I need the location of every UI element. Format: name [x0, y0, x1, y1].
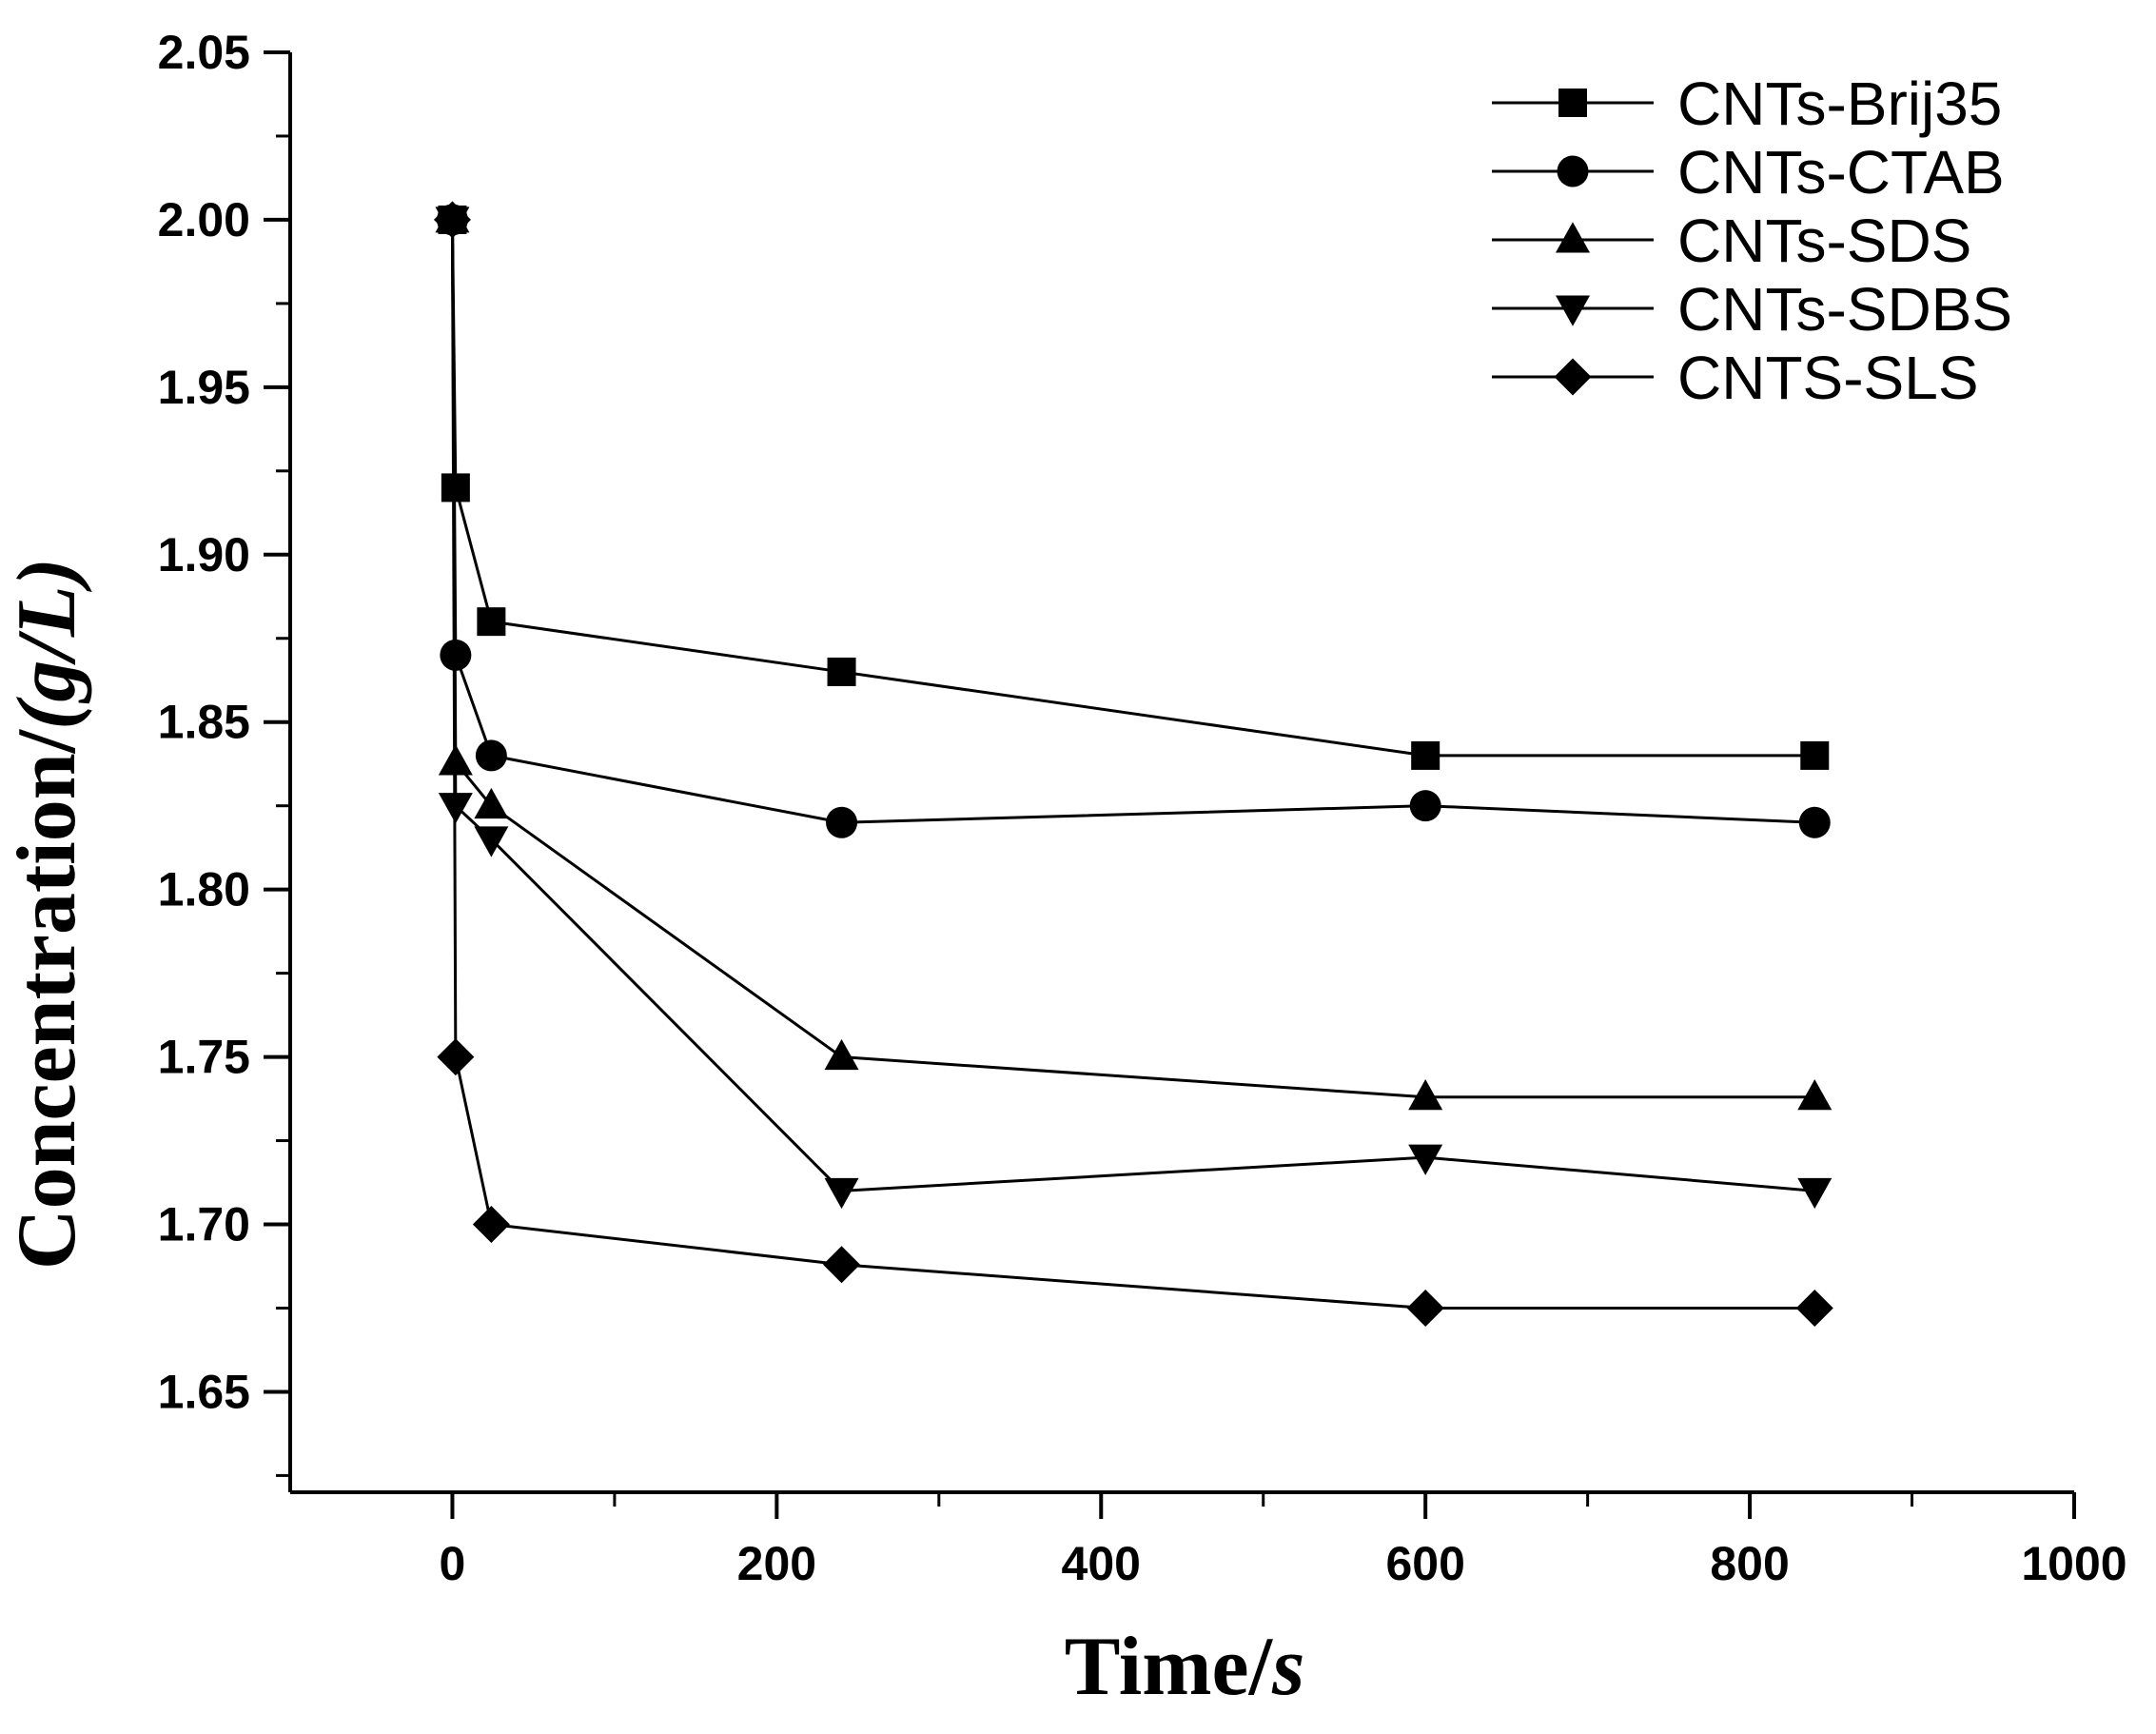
x-tick-label: 400	[1062, 1537, 1141, 1590]
data-point-cnts-brij35	[1800, 740, 1830, 770]
data-point-cnts-brij35	[1411, 740, 1441, 770]
data-point-cnts-ctab	[1409, 790, 1441, 822]
x-tick-label: 800	[1710, 1537, 1789, 1590]
data-point-cnts-sdbs	[1408, 1144, 1443, 1175]
legend-entry-cnts-brij35: CNTs-Brij35	[1492, 69, 2002, 138]
legend-label: CNTs-CTAB	[1677, 138, 2005, 207]
data-point-cnts-sls	[1795, 1289, 1833, 1327]
data-point-cnts-sdbs	[1797, 1177, 1833, 1210]
data-point-cnts-sls	[472, 1206, 510, 1244]
series-cnts-sds	[435, 202, 1833, 1111]
series-line-cnts-sds	[450, 219, 1815, 1099]
y-tick-label: 1.85	[158, 696, 250, 749]
data-point-cnts-ctab	[475, 739, 507, 772]
series-line-cnts-sls	[450, 219, 1815, 1310]
x-axis-title: Time/s	[1065, 1621, 1305, 1713]
legend-label: CNTS-SLS	[1677, 344, 1979, 412]
y-tick-label: 1.90	[158, 528, 250, 581]
y-tick-label: 1.70	[158, 1198, 250, 1251]
y-tick-label: 1.65	[158, 1365, 250, 1418]
legend-entry-cnts-sds: CNTs-SDS	[1492, 207, 1971, 275]
data-point-cnts-sds	[474, 787, 509, 819]
series-cnts-sdbs	[435, 207, 1833, 1210]
data-point-cnts-sls	[1406, 1289, 1444, 1327]
legend-marker	[1556, 295, 1590, 326]
series-line-cnts-ctab	[450, 219, 1815, 824]
x-tick-label: 0	[440, 1537, 466, 1590]
data-point-cnts-brij35	[477, 607, 506, 637]
legend-label: CNTs-SDBS	[1677, 275, 2012, 344]
legend-marker	[1557, 155, 1589, 187]
series-cnts-sls	[433, 201, 1833, 1327]
data-point-cnts-ctab	[826, 806, 858, 838]
y-tick-label: 1.80	[158, 863, 250, 916]
data-point-cnts-sdbs	[824, 1177, 859, 1210]
data-point-cnts-brij35	[827, 657, 856, 686]
legend-label: CNTs-SDS	[1677, 207, 1971, 275]
legend-entry-cnts-sdbs: CNTs-SDBS	[1492, 275, 2012, 344]
legend-marker	[1556, 222, 1590, 253]
y-axis-title: Concentration/(g/L)	[1, 558, 93, 1270]
data-point-cnts-sls	[433, 201, 471, 239]
data-point-cnts-ctab	[1798, 806, 1831, 838]
y-tick-label: 2.00	[158, 193, 250, 246]
legend-label: CNTs-Brij35	[1677, 69, 2002, 138]
legend-entry-cnts-ctab: CNTs-CTAB	[1492, 138, 2005, 207]
legend-marker	[1558, 89, 1587, 117]
legend-marker	[1554, 358, 1592, 396]
x-tick-label: 1000	[2021, 1537, 2127, 1590]
series-cnts-brij35	[438, 205, 1830, 770]
data-point-cnts-sls	[437, 1038, 475, 1076]
data-point-cnts-sls	[823, 1246, 861, 1284]
data-point-cnts-sdbs	[474, 826, 509, 857]
y-tick-label: 1.75	[158, 1031, 250, 1084]
data-point-cnts-sds	[824, 1038, 859, 1071]
series-cnts-ctab	[436, 204, 1831, 838]
legend-entry-cnts-sls: CNTS-SLS	[1492, 344, 1979, 412]
y-tick-label: 2.05	[158, 26, 250, 79]
y-tick-label: 1.95	[158, 361, 250, 414]
series-line-cnts-brij35	[450, 219, 1815, 758]
series-line-cnts-sdbs	[450, 219, 1815, 1192]
x-tick-label: 200	[737, 1537, 816, 1590]
x-tick-label: 600	[1385, 1537, 1464, 1590]
data-point-cnts-sds	[1408, 1079, 1443, 1111]
data-point-cnts-sds	[1797, 1079, 1833, 1111]
